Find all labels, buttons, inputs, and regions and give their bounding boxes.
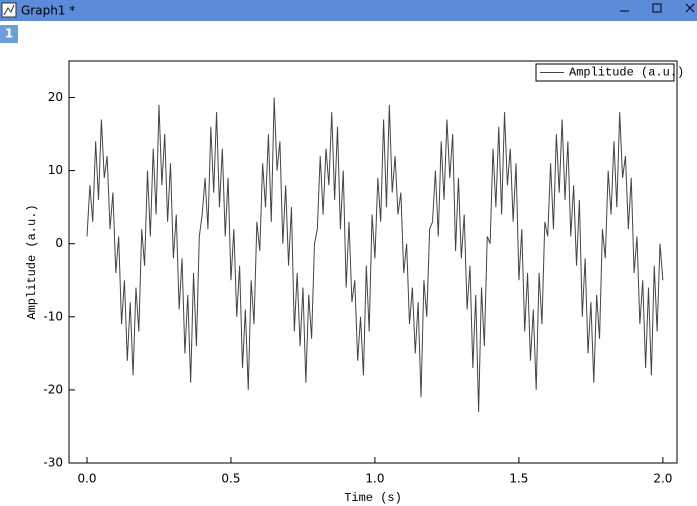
title-bar	[0, 0, 697, 21]
window-title: Graph1 *	[21, 4, 75, 18]
y-tick-label: -10	[43, 309, 63, 323]
y-tick-label: -30	[43, 456, 63, 470]
plot: 0.0 0.5 1.0 1.5 2.0 -30 -20 -10 0 10 20 Amplitude (…	[43, 63, 684, 486]
layer-tab-label[interactable]: 1	[5, 27, 13, 41]
y-tick-label: 0	[55, 236, 63, 250]
x-tick-label: 2.0	[653, 472, 672, 486]
y-tick-label: 20	[48, 90, 63, 104]
x-axis-label: Time (s)	[344, 491, 402, 505]
graph-area	[0, 21, 697, 506]
x-tick-label: 1.0	[365, 472, 384, 486]
legend-label: Amplitude (a.u.)	[569, 66, 684, 80]
x-tick-label: 0.5	[221, 472, 240, 486]
window-icon-graph	[3, 4, 15, 16]
legend-box	[535, 63, 675, 82]
layer-tab[interactable]	[0, 25, 18, 43]
maximize-button[interactable]	[652, 3, 662, 13]
y-axis-label: Amplitude (a.u.)	[25, 204, 39, 319]
y-tick-label: 10	[48, 163, 63, 177]
data-line	[86, 97, 664, 412]
y-tick-label: -20	[43, 382, 63, 396]
plot-frame	[68, 60, 678, 464]
x-tick-label: 0.0	[77, 472, 96, 486]
close-button[interactable]	[685, 3, 695, 13]
x-tick-label: 1.5	[509, 472, 528, 486]
